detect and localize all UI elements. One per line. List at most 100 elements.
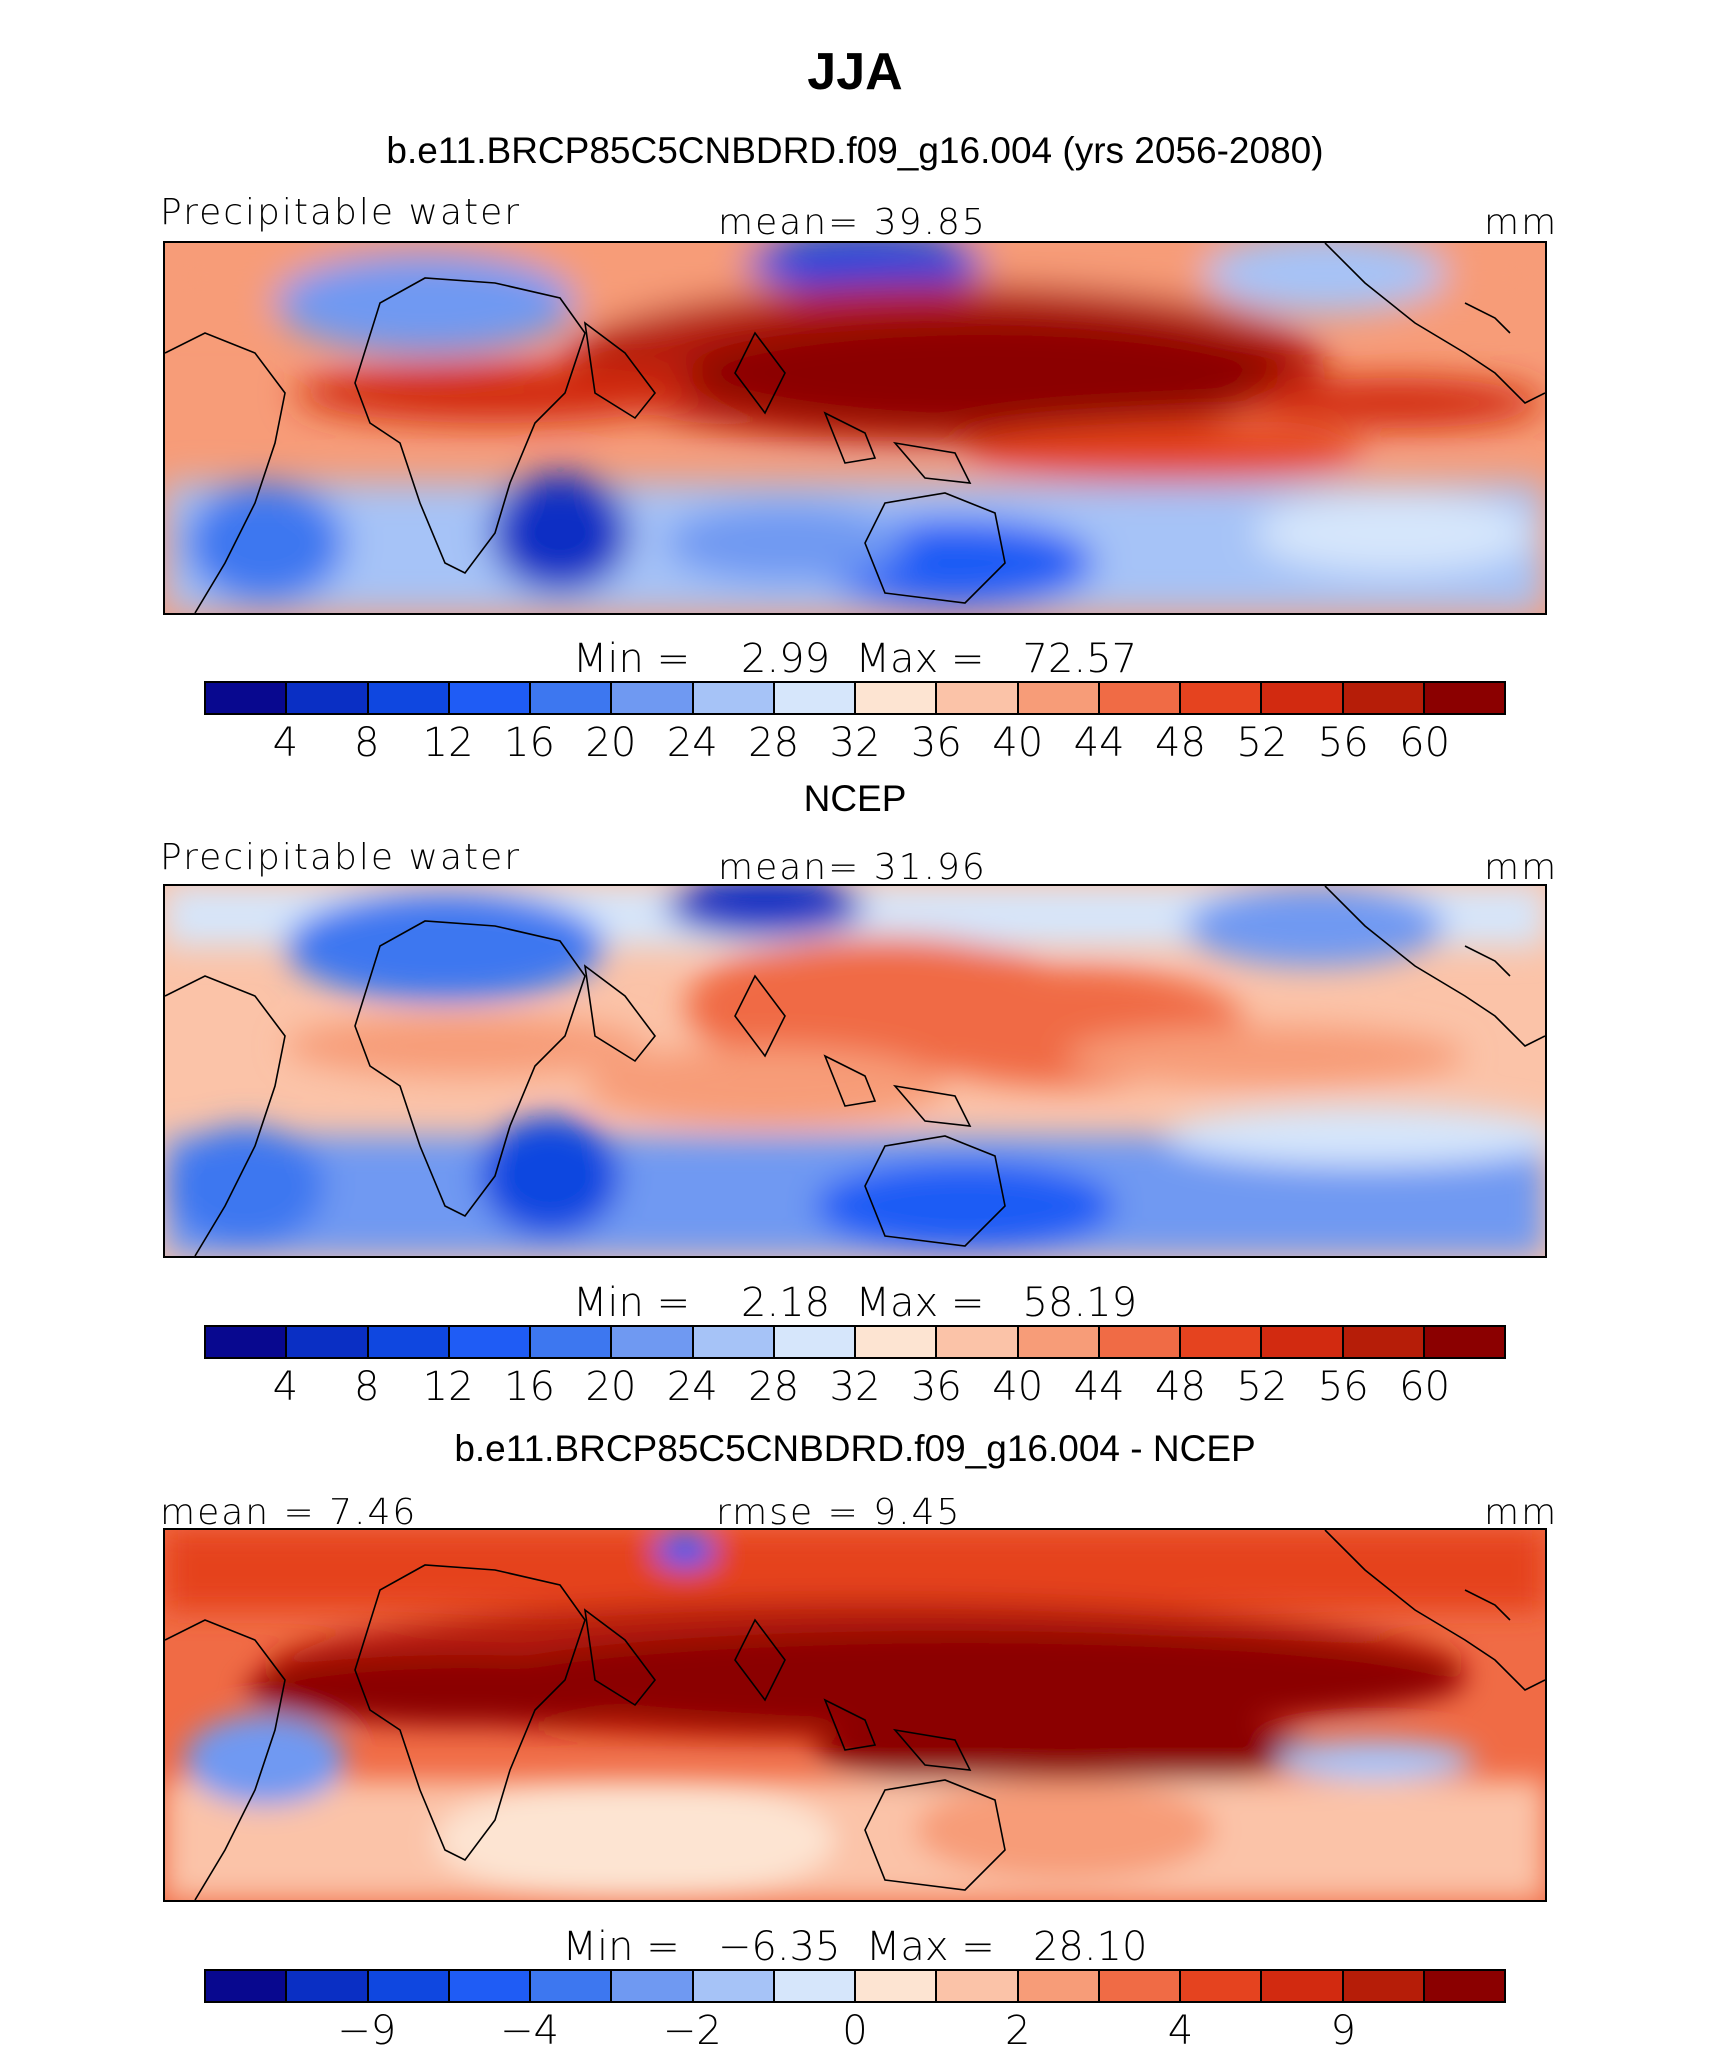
panel2-tick-label: 32 — [829, 1364, 881, 1410]
panel3-colorbar-swatch — [774, 1971, 856, 2001]
panel2-tick-label: 44 — [1073, 1364, 1125, 1410]
panel1-colorbar-swatch — [449, 683, 531, 713]
panel1-tick-label: 56 — [1317, 720, 1369, 766]
panel3-colorbar-swatch — [693, 1971, 775, 2001]
panel1-colorbar — [204, 681, 1506, 715]
panel1-tick-label: 12 — [422, 720, 474, 766]
panel2-colorbar-swatch — [1099, 1327, 1181, 1357]
panel3-colorbar-swatch — [856, 1971, 938, 2001]
panel3-colorbar-swatch — [1181, 1971, 1263, 2001]
panel3-tick-label: −9 — [337, 2008, 397, 2054]
panel2-colorbar-swatch — [856, 1327, 938, 1357]
panel1-colorbar-swatch — [368, 683, 450, 713]
panel3-colorbar-swatch — [1343, 1971, 1425, 2001]
panel1-tick-label: 40 — [992, 720, 1044, 766]
panel2-units: mm — [1484, 847, 1559, 888]
panel2-colorbar-swatch — [774, 1327, 856, 1357]
panel1-colorbar-swatch — [1099, 683, 1181, 713]
panel2-colorbar-swatch — [1262, 1327, 1344, 1357]
panel3-colorbar-swatch — [937, 1971, 1019, 2001]
panel3-colorbar-swatch — [449, 1971, 531, 2001]
panel1-tick-label: 24 — [666, 720, 718, 766]
panel1-colorbar-swatch — [1343, 683, 1425, 713]
panel2-tick-label: 48 — [1155, 1364, 1206, 1410]
panel2-colorbar-swatch — [693, 1327, 775, 1357]
panel2-tick-label: 52 — [1236, 1364, 1288, 1410]
panel3-tick-label: 2 — [1005, 2008, 1031, 2054]
panel3-units: mm — [1484, 1492, 1559, 1533]
panel1-tick-label: 32 — [829, 720, 881, 766]
panel1-tick-label: 28 — [748, 720, 800, 766]
panel2-colorbar-swatch — [1018, 1327, 1100, 1357]
panel1-tick-label: 16 — [504, 720, 555, 766]
panel2-map — [163, 884, 1547, 1258]
panel3-colorbar-swatch — [206, 1971, 288, 2001]
panel3-map — [163, 1528, 1547, 1902]
panel2-colorbar-swatch — [206, 1327, 288, 1357]
panel3-tick-label: −2 — [662, 2008, 722, 2054]
panel2-variable-label: Precipitable water — [160, 837, 522, 878]
panel2-colorbar-swatch — [368, 1327, 450, 1357]
panel3-mean: mean = 7.46 — [160, 1492, 418, 1533]
panel1-colorbar-swatch — [774, 683, 856, 713]
panel3-minmax: Min = −6.35 Max = 28.10 — [562, 1924, 1148, 1970]
panel1-colorbar-swatch — [1424, 683, 1504, 713]
panel1-map — [163, 241, 1547, 615]
panel3-colorbar-swatch — [1262, 1971, 1344, 2001]
panel1-tick-label: 48 — [1155, 720, 1206, 766]
panel2-colorbar-swatch — [612, 1327, 694, 1357]
panel2-tick-label: 16 — [504, 1364, 555, 1410]
panel3-colorbar-swatch — [1099, 1971, 1181, 2001]
panel2-tick-label: 40 — [992, 1364, 1044, 1410]
panel1-tick-label: 8 — [354, 720, 380, 766]
panel1-colorbar-swatch — [856, 683, 938, 713]
panel2-minmax: Min = 2.18 Max = 58.19 — [572, 1280, 1138, 1326]
panel2-tick-label: 60 — [1399, 1364, 1451, 1410]
panel2-colorbar-swatch — [531, 1327, 613, 1357]
panel1-colorbar-swatch — [206, 683, 288, 713]
panel1-tick-label: 36 — [910, 720, 962, 766]
panel3-colorbar-swatch — [612, 1971, 694, 2001]
panel3-colorbar-swatch — [1018, 1971, 1100, 2001]
panel3-tick-label: 0 — [842, 2008, 868, 2054]
panel2-mean: mean= 31.96 — [718, 847, 987, 888]
panel3-rmse: rmse = 9.45 — [716, 1492, 962, 1533]
panel2-tick-label: 12 — [422, 1364, 474, 1410]
panel1-minmax: Min = 2.99 Max = 72.57 — [572, 636, 1138, 682]
panel2-colorbar-swatch — [287, 1327, 369, 1357]
panel3-colorbar-swatch — [287, 1971, 369, 2001]
panel2-tick-label: 28 — [748, 1364, 800, 1410]
panel2-tick-label: 36 — [910, 1364, 962, 1410]
panel2-tick-label: 20 — [585, 1364, 637, 1410]
panel2-colorbar-swatch — [1424, 1327, 1504, 1357]
panel1-tick-label: 4 — [272, 720, 299, 766]
panel3-colorbar-swatch — [531, 1971, 613, 2001]
panel1-colorbar-swatch — [1018, 683, 1100, 713]
panel1-colorbar-swatch — [531, 683, 613, 713]
panel1-units: mm — [1484, 202, 1559, 243]
panel2-colorbar-swatch — [1343, 1327, 1425, 1357]
panel3-colorbar — [204, 1969, 1506, 2003]
panel2-tick-label: 4 — [272, 1364, 299, 1410]
panel1-tick-label: 20 — [585, 720, 637, 766]
panel1-colorbar-swatch — [693, 683, 775, 713]
panel3-colorbar-swatch — [368, 1971, 450, 2001]
panel2-tick-label: 24 — [666, 1364, 718, 1410]
panel1-colorbar-swatch — [1262, 683, 1344, 713]
panel3-title: b.e11.BRCP85C5CNBDRD.f09_g16.004 - NCEP — [454, 1428, 1256, 1469]
panel2-colorbar-swatch — [1181, 1327, 1263, 1357]
panel1-colorbar-swatch — [937, 683, 1019, 713]
panel2-tick-label: 8 — [354, 1364, 380, 1410]
panel1-tick-label: 52 — [1236, 720, 1288, 766]
panel1-tick-label: 44 — [1073, 720, 1125, 766]
panel2-colorbar-swatch — [937, 1327, 1019, 1357]
panel3-tick-label: 9 — [1330, 2008, 1356, 2054]
panel1-ticks: 4 8 12 16 20 24 28 32 36 40 44 48 52 56 60 — [0, 720, 1710, 770]
panel1-mean: mean= 39.85 — [718, 202, 987, 243]
panel3-tick-label: 4 — [1167, 2008, 1194, 2054]
panel3-colorbar-swatch — [1424, 1971, 1504, 2001]
panel1-colorbar-swatch — [612, 683, 694, 713]
panel1-colorbar-swatch — [1181, 683, 1263, 713]
panel1-title: b.e11.BRCP85C5CNBDRD.f09_g16.004 (yrs 20… — [386, 130, 1324, 171]
panel1-variable-label: Precipitable water — [160, 192, 522, 233]
